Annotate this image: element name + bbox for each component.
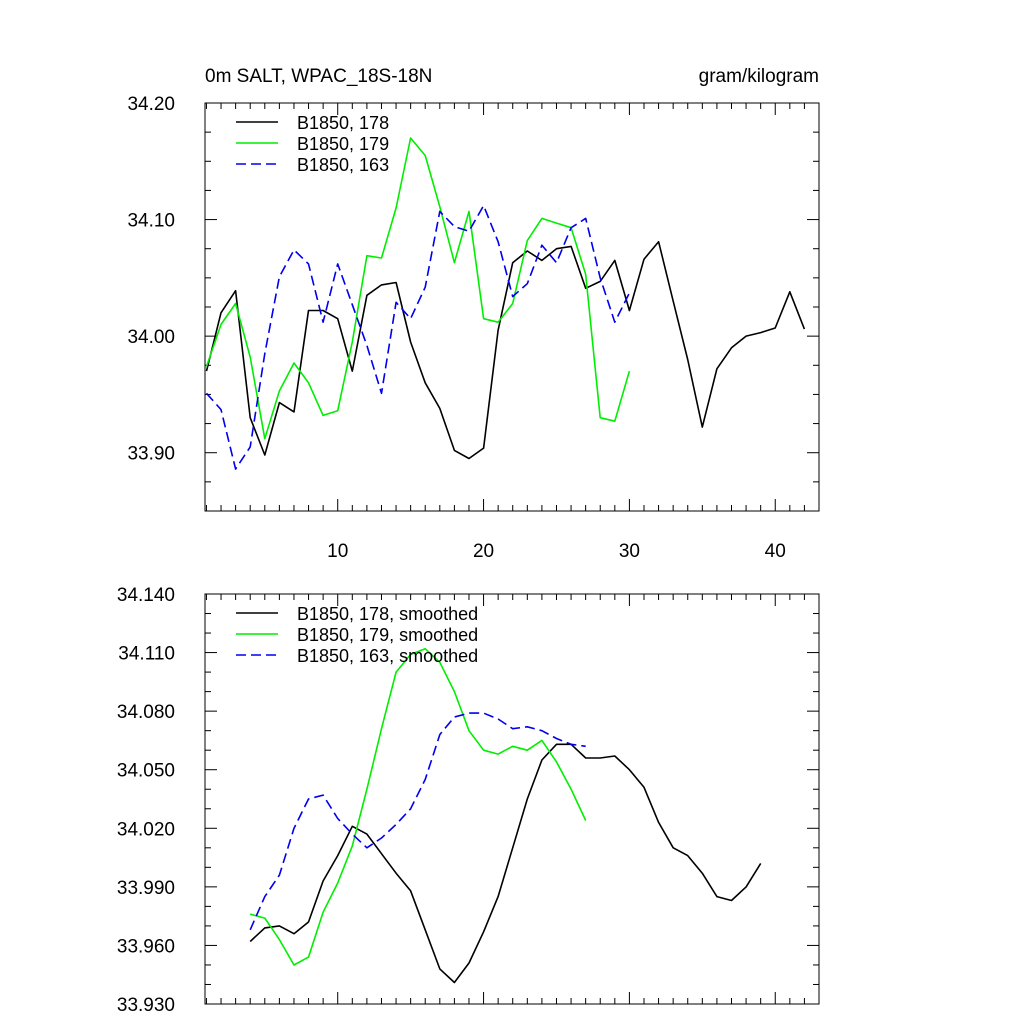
y-tick-label: 34.10 (127, 211, 175, 232)
y-tick-label: 33.930 (117, 995, 175, 1016)
y-tick-label: 34.00 (127, 327, 175, 348)
series-line-3 (249, 712, 586, 931)
top-axis-ticks: 10 20 30 40 33.90 34.00 34.10 34.20 (127, 94, 820, 562)
legend-label: B1850, 179, smoothed (297, 625, 478, 645)
y-tick-label: 34.050 (117, 761, 175, 782)
y-tick-label: 33.90 (127, 444, 175, 465)
top-chart-units: gram/kilogram (699, 66, 819, 87)
legend-label: B1850, 163, smoothed (297, 646, 478, 666)
series-line-2 (249, 647, 587, 966)
series-line-1 (205, 240, 806, 460)
y-tick-label: 34.20 (127, 94, 175, 115)
y-tick-label: 34.110 (118, 644, 175, 665)
x-tick-label: 40 (765, 541, 786, 562)
top-series-group (205, 137, 806, 470)
y-tick-label: 34.020 (117, 819, 175, 840)
legend-label: B1850, 163 (297, 155, 389, 175)
y-tick-label: 34.080 (117, 702, 175, 723)
y-tick-label: 33.990 (117, 878, 175, 899)
y-tick-label: 34.140 (117, 585, 175, 606)
bottom-plot-frame (204, 593, 820, 1005)
legend-label: B1850, 178 (297, 113, 389, 133)
legend-label: B1850, 178, smoothed (297, 604, 478, 624)
series-line-2 (205, 137, 631, 440)
x-tick-label: 20 (473, 541, 494, 562)
y-tick-label: 33.960 (117, 936, 175, 957)
series-line-1 (249, 743, 762, 984)
x-tick-label: 30 (619, 541, 640, 562)
series-line-3 (205, 204, 631, 470)
top-chart-title: 0m SALT, WPAC_18S-18N (205, 66, 432, 87)
bottom-panel: 33.930 33.960 33.990 34.020 34.050 34.080 34.1… (117, 585, 820, 1016)
legend-label: B1850, 179 (297, 134, 389, 154)
top-panel: 0m SALT, WPAC_18S-18N gram/kilogram 10 20… (127, 66, 820, 562)
bottom-axis-ticks: 33.930 33.960 33.990 34.020 34.050 34.080 34.1… (117, 585, 820, 1016)
x-tick-label: 10 (327, 541, 348, 562)
bottom-series-group (249, 647, 762, 984)
